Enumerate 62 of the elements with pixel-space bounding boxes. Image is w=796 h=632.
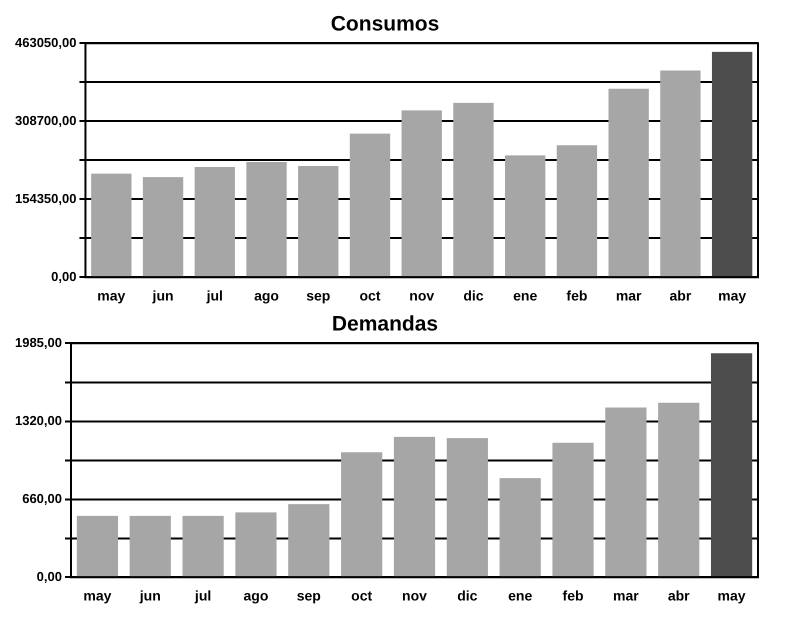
x-tick-label: feb [562, 587, 584, 604]
x-tick-label: oct [359, 287, 381, 304]
y-tick-label: 660,00 [22, 490, 62, 506]
x-tick-label: jul [206, 287, 223, 304]
bar [194, 167, 235, 276]
y-tick-label: 1320,00 [14, 413, 62, 428]
x-tick-label: oct [351, 587, 372, 604]
bar [453, 102, 494, 276]
x-tick-label: jul [194, 587, 212, 604]
x-tick-label: mar [616, 287, 642, 304]
x-tick-label: jun [152, 287, 174, 304]
x-tick-label: ene [513, 287, 538, 304]
x-tick-label: mar [613, 587, 640, 604]
bar [712, 52, 752, 276]
y-tick-label: 0,00 [36, 568, 62, 584]
x-tick-label: nov [402, 587, 428, 604]
bar [660, 70, 701, 276]
bar [394, 436, 436, 576]
x-tick-label: ago [244, 587, 268, 604]
x-tick-label: may [718, 587, 746, 604]
bar [500, 478, 541, 576]
bar [505, 155, 546, 276]
bar [608, 88, 649, 276]
x-tick-label: may [83, 587, 112, 604]
bar [246, 162, 287, 276]
y-tick-label: 154350,00 [15, 190, 76, 206]
bar [556, 145, 598, 276]
y-tick-label: 463050,00 [15, 34, 76, 50]
x-tick-label: may [97, 287, 126, 304]
bar [341, 452, 382, 576]
x-tick-label: abr [670, 287, 692, 304]
bar [76, 516, 118, 576]
y-tick-label: 0,00 [51, 268, 76, 284]
x-tick-label: sep [296, 587, 321, 604]
bar [298, 166, 338, 276]
x-tick-label: sep [306, 287, 330, 304]
bar [288, 504, 330, 576]
bar [130, 516, 171, 576]
x-tick-label: ene [508, 587, 532, 604]
bar [142, 177, 184, 276]
bar [182, 516, 224, 576]
bar [91, 174, 132, 276]
bar [402, 110, 442, 276]
bar [446, 438, 488, 576]
x-tick-label: may [718, 287, 746, 304]
y-tick-label: 308700,00 [15, 112, 76, 128]
chart-title: Consumos [330, 12, 440, 36]
bar [710, 353, 752, 576]
x-tick-label: ago [254, 287, 279, 304]
bar [605, 407, 646, 576]
x-tick-label: abr [668, 587, 690, 604]
x-tick-label: jun [138, 587, 161, 604]
bar [552, 442, 594, 576]
chart-title: Demandas [332, 312, 438, 336]
bar [350, 134, 390, 276]
bar [658, 402, 700, 576]
x-tick-label: nov [409, 287, 434, 304]
bar [235, 512, 277, 576]
x-tick-label: feb [566, 287, 588, 304]
x-tick-label: dic [457, 587, 478, 604]
y-tick-label: 1985,00 [14, 334, 62, 350]
x-tick-label: dic [463, 287, 484, 304]
